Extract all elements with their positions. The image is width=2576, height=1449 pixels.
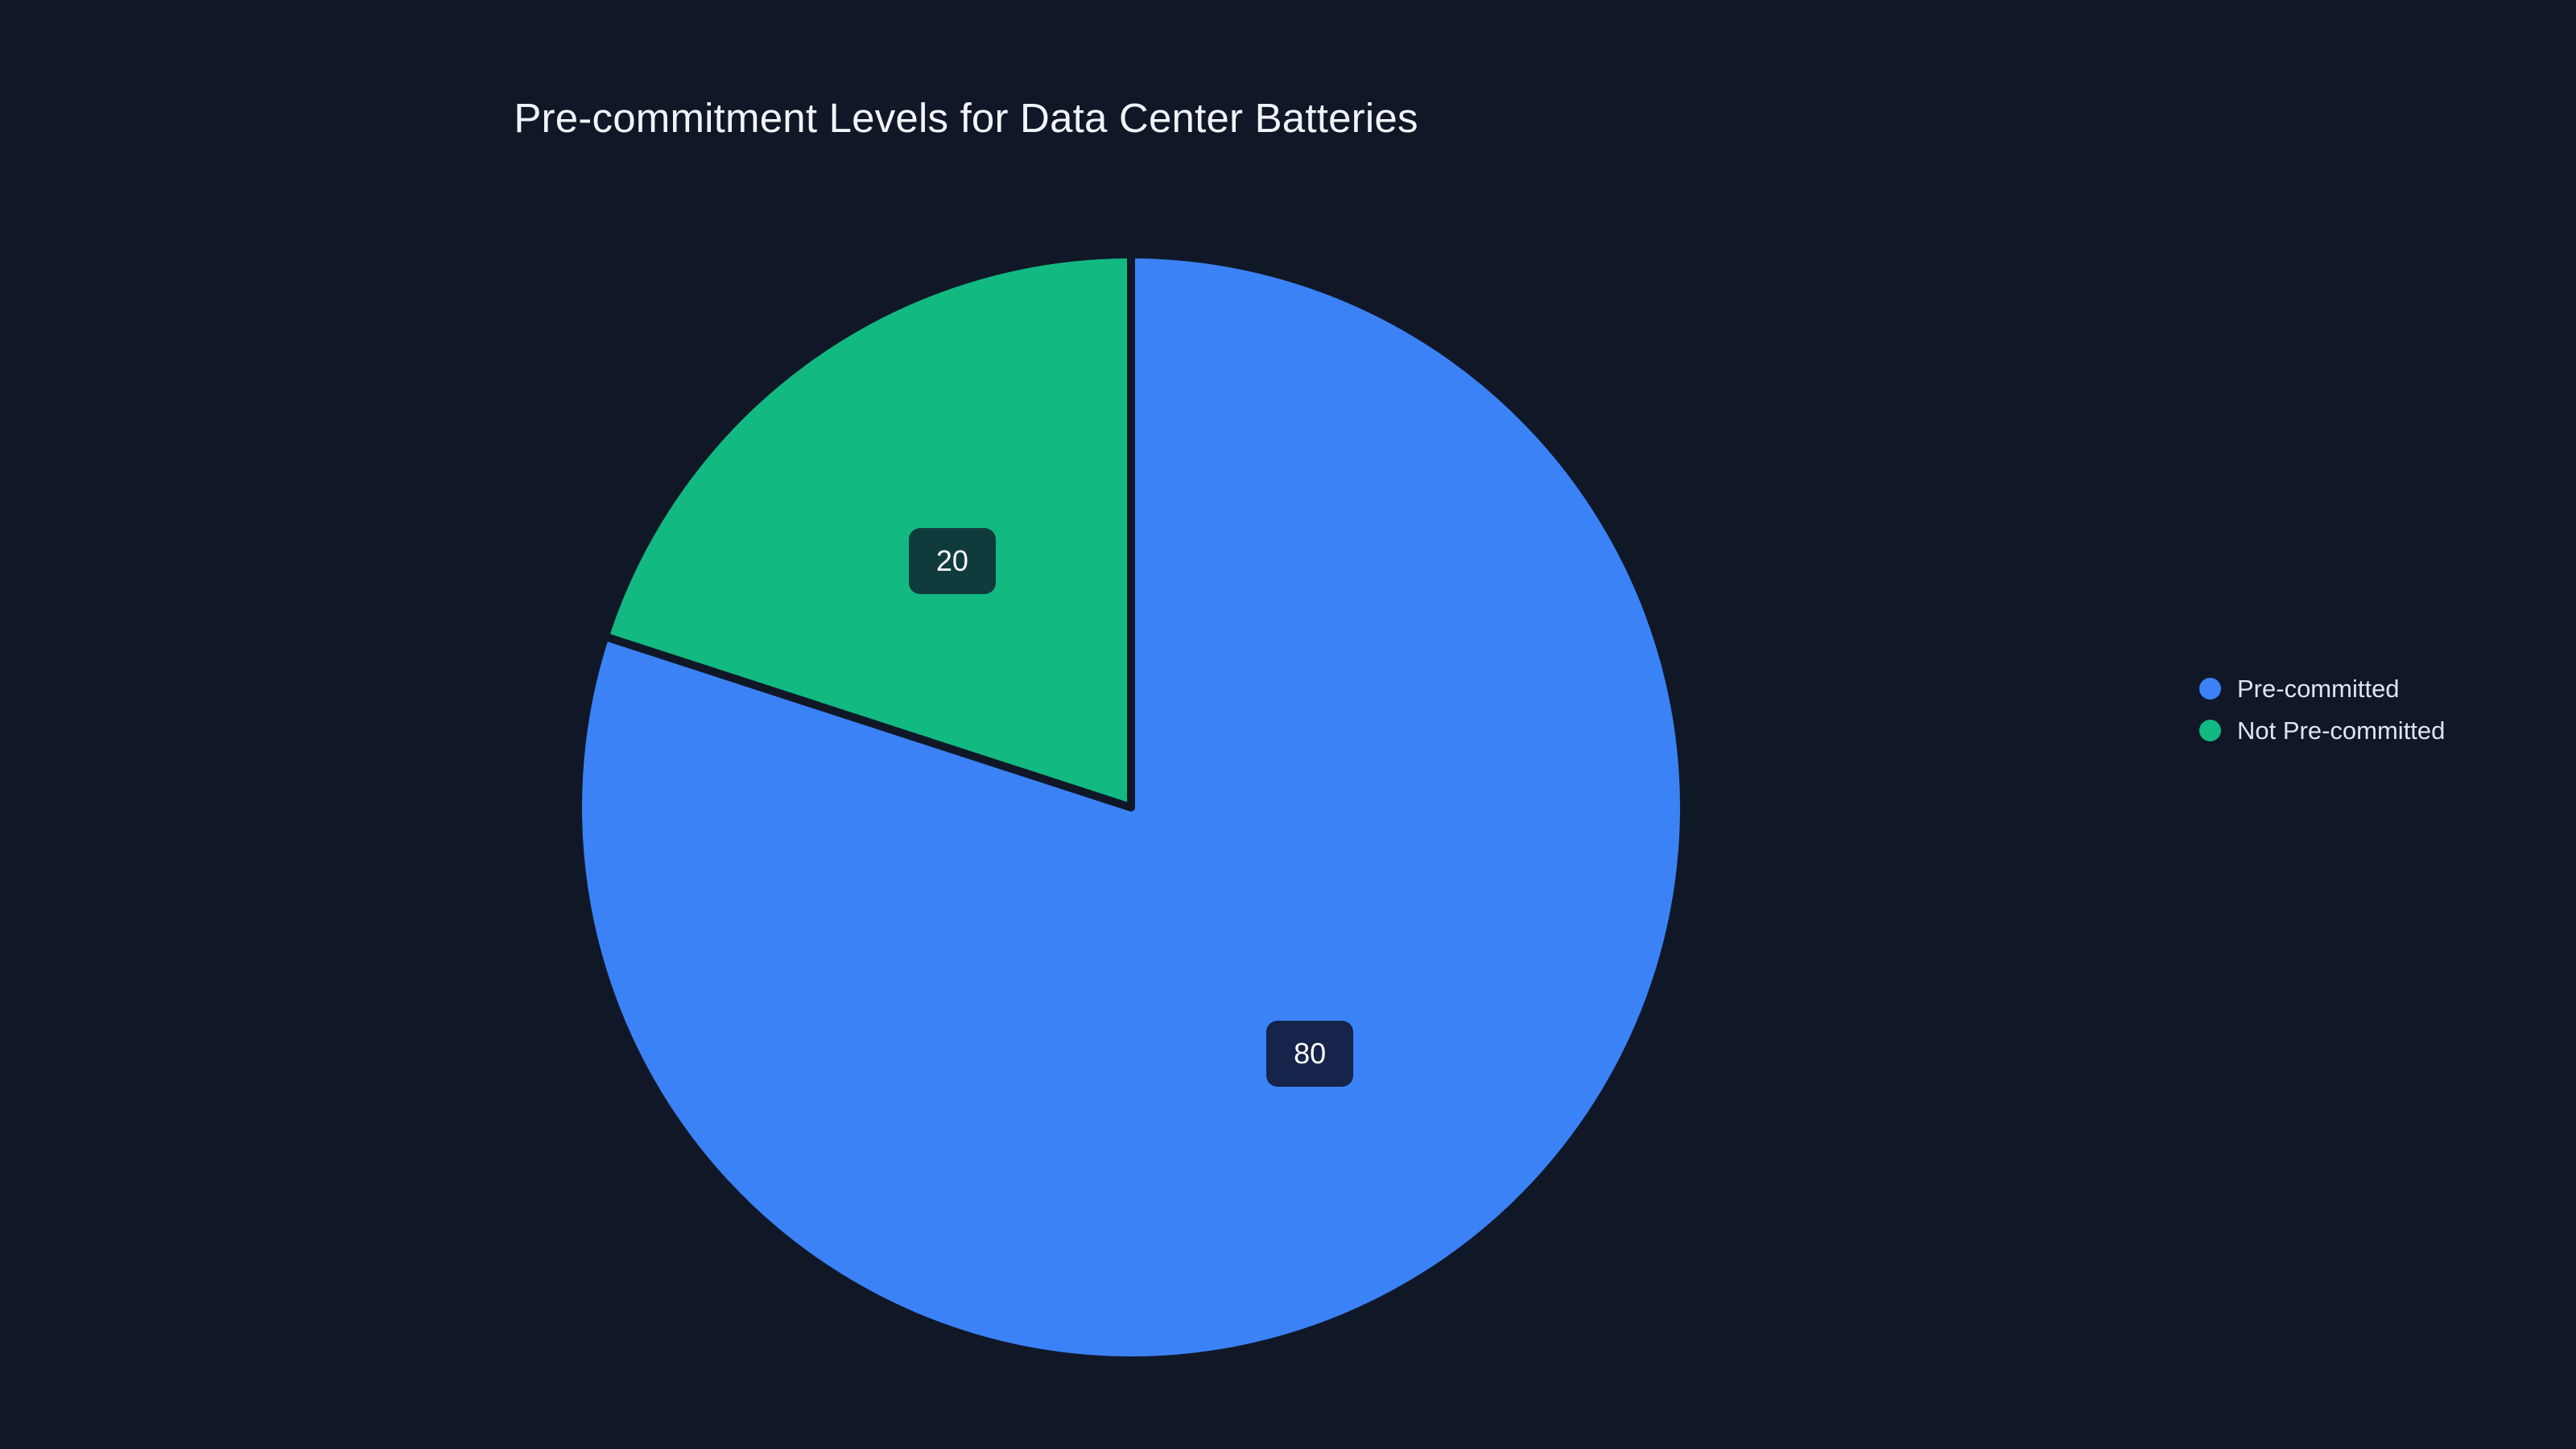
pie-svg <box>573 250 1688 1364</box>
data-label-pre-committed: 80 <box>1266 1020 1354 1087</box>
legend-item-pre-committed[interactable]: Pre-committed <box>2199 675 2445 702</box>
data-label-not-pre-committed: 20 <box>908 528 996 595</box>
chart-title: Pre-commitment Levels for Data Center Ba… <box>514 95 1418 141</box>
legend-item-not-pre-committed[interactable]: Not Pre-committed <box>2199 716 2445 744</box>
legend-color-swatch-icon <box>2199 677 2221 700</box>
legend-item-label: Not Pre-committed <box>2237 716 2446 745</box>
pie-slice-group <box>573 250 1688 1364</box>
pie-slice[interactable] <box>601 250 1135 811</box>
legend-color-swatch-icon <box>2199 719 2221 741</box>
chart-legend: Pre-committed Not Pre-committed <box>2199 675 2445 744</box>
legend-item-label: Pre-committed <box>2237 674 2400 703</box>
pie-plot-area: 80 20 <box>573 250 1688 1364</box>
pie-slice[interactable] <box>573 250 1688 1364</box>
